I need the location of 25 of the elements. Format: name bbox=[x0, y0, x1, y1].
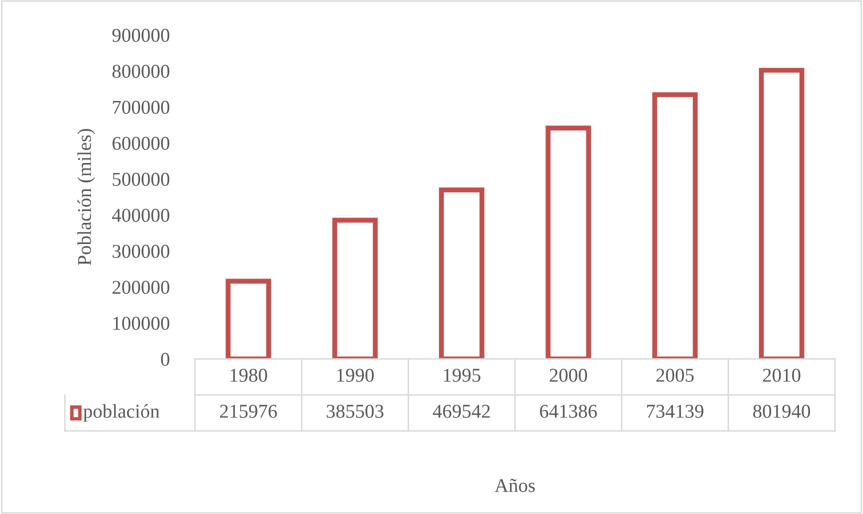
data-label: 641386 bbox=[540, 404, 597, 418]
y-tick-label: 300000 bbox=[112, 244, 170, 258]
x-tick-label: 1995 bbox=[444, 368, 480, 382]
y-tick-label: 700000 bbox=[112, 100, 170, 114]
y-tick-label: 400000 bbox=[112, 208, 170, 222]
legend-label: población bbox=[83, 404, 160, 422]
y-tick-label: 500000 bbox=[112, 172, 170, 186]
x-tick-label: 2010 bbox=[763, 368, 800, 382]
y-tick-label: 0 bbox=[161, 352, 170, 366]
x-tick-label: 1980 bbox=[230, 368, 268, 382]
x-axis-title: Años bbox=[494, 478, 535, 492]
data-label: 385503 bbox=[326, 404, 384, 418]
data-label: 801940 bbox=[753, 404, 810, 418]
y-tick-label: 800000 bbox=[112, 64, 170, 78]
x-tick-label: 2005 bbox=[656, 368, 694, 382]
data-label: 469542 bbox=[432, 404, 490, 418]
y-axis-title: Población (miles) bbox=[77, 128, 96, 266]
data-label: 215976 bbox=[220, 404, 277, 418]
data-label: 734139 bbox=[647, 404, 704, 418]
y-tick-label: 100000 bbox=[113, 316, 170, 330]
x-tick-label: 1990 bbox=[337, 368, 374, 382]
x-tick-label: 2000 bbox=[550, 368, 588, 382]
y-tick-label: 600000 bbox=[112, 136, 170, 150]
y-tick-label: 900000 bbox=[112, 28, 170, 42]
y-tick-label: 200000 bbox=[112, 280, 170, 294]
